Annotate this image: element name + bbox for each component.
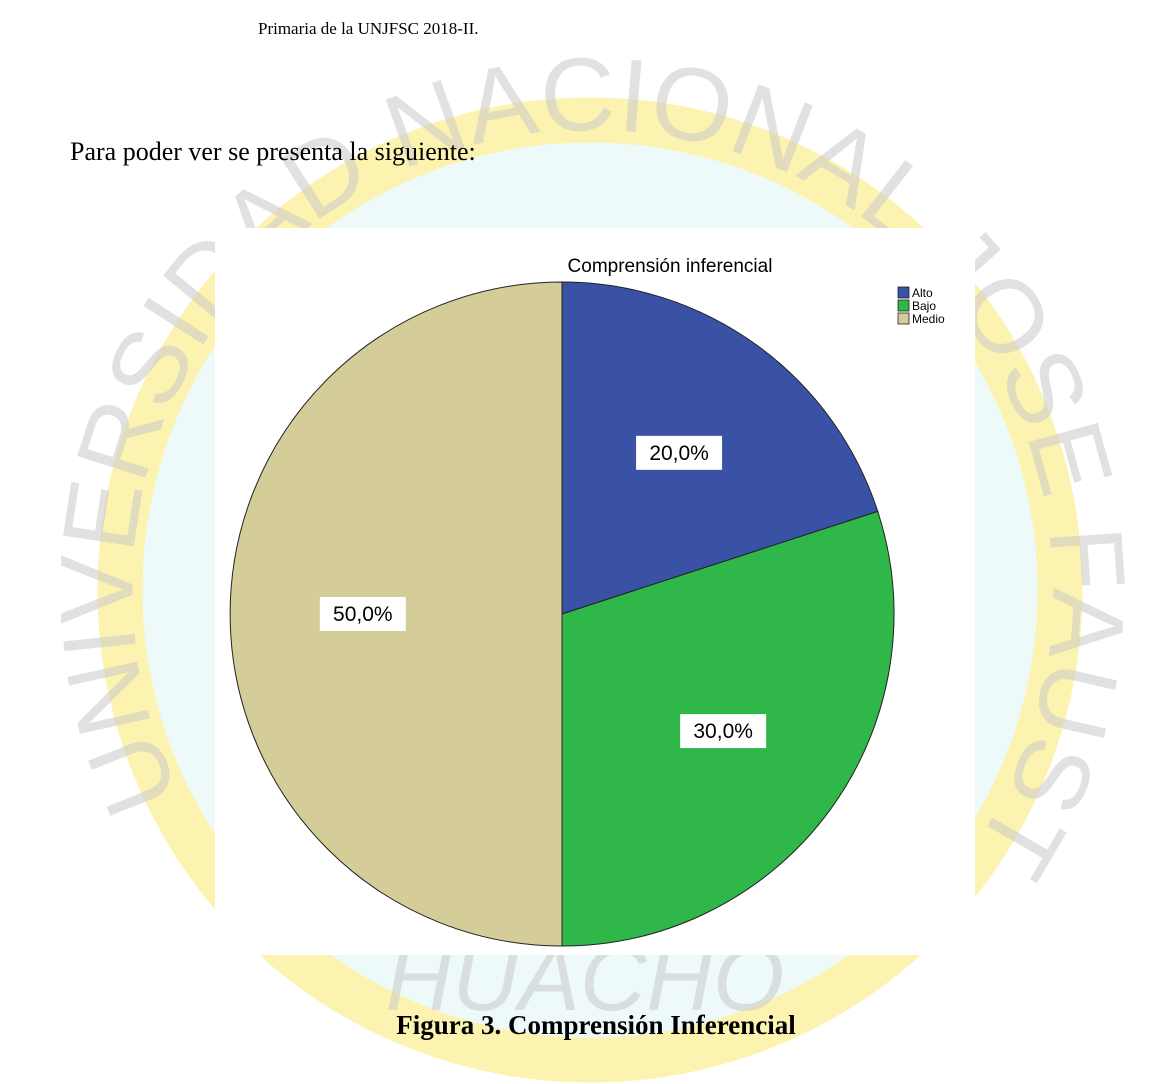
value-label: 20,0% (649, 442, 709, 465)
chart-title: Comprensión inferencial (568, 256, 773, 277)
value-label: 30,0% (693, 720, 753, 743)
legend-label: Alto (912, 286, 933, 300)
chart: Comprensión inferencial 20,0% 30,0% 50,0% A… (229, 256, 945, 947)
legend-label: Bajo (912, 299, 936, 313)
legend-swatch (897, 286, 910, 299)
value-label-box (319, 597, 406, 631)
paragraph: Para poder ver se presenta la siguiente: (70, 137, 476, 166)
value-label: 50,0% (333, 603, 393, 626)
header: Primaria de la UNJFSC 2018-II. (258, 19, 479, 38)
caption: Figura 3. Comprensión Inferencial (396, 1010, 796, 1040)
legend-swatch (897, 299, 910, 312)
legend-label: Medio (912, 312, 945, 326)
value-label-box (680, 714, 767, 749)
legend-swatch (897, 312, 910, 325)
value-label-box (636, 435, 723, 470)
